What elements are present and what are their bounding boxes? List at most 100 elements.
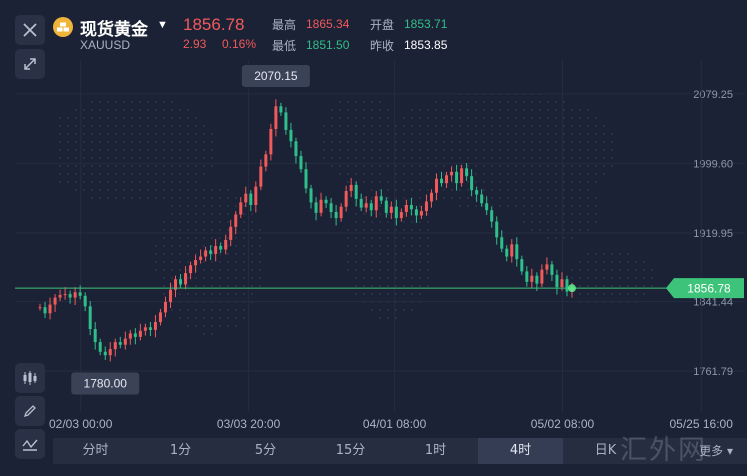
pen-icon[interactable] [15,396,45,426]
candle [465,168,469,177]
timeframe-bar: 分时 1分 5分 15分 1时 4时 日K 更多 ▾ [53,438,747,464]
candle [545,264,549,270]
candle [103,351,107,356]
candle [184,273,188,285]
y-axis-tick-label: 1999.60 [693,158,733,170]
candle [535,275,539,284]
timeframe-tab-1[interactable]: 1分 [169,443,192,458]
candle [53,297,57,305]
candle [344,191,348,207]
timeframe-tab-4[interactable]: 1时 [424,443,447,458]
candle [209,250,213,254]
prev-close-value: 1853.85 [404,38,448,52]
candle [339,206,343,219]
candle [274,106,278,130]
low-label: 最低 [272,39,297,53]
x-axis-tick-label: 05/25 16:00 [669,417,733,431]
candle [394,206,398,219]
more-menu[interactable]: 更多 ▾ [699,444,733,458]
candle [123,338,127,345]
close-icon[interactable] [15,15,45,45]
prev-close-label: 昨收 [370,39,395,53]
caret-down-icon[interactable]: ▼ [157,19,168,31]
candle [485,203,489,211]
candle [455,171,459,184]
y-axis-tick-label: 1761.79 [693,366,733,378]
y-axis-tick-label: 1841.44 [693,297,733,309]
caret-down-icon: ▾ [726,444,733,458]
candlestick-icon[interactable] [15,363,45,393]
candle [384,200,388,213]
x-axis-tick-label: 04/01 08:00 [363,417,427,431]
timeframe-tab-0[interactable]: 分时 [82,443,109,458]
candle [555,274,559,288]
candle [424,201,428,212]
candle [68,294,72,298]
candle [239,202,243,215]
candle [470,176,474,191]
candle [88,306,92,330]
candle [249,193,253,205]
candle [294,141,298,157]
timeframe-tab-5[interactable]: 4时 [478,438,563,464]
candle [354,184,358,199]
candle [73,292,77,298]
candle [179,279,183,285]
min-price-tag [71,372,140,395]
candle [389,206,393,213]
candle [224,239,228,250]
candle [58,294,62,298]
candle [314,202,318,213]
high-label: 最高 [272,18,297,32]
candle [515,244,519,260]
timeframe-tab-3[interactable]: 15分 [335,443,366,458]
candle [199,256,203,261]
gold-coin-icon [53,17,73,37]
price-change: 2.93 [183,37,207,51]
candle [264,154,268,167]
candle [429,192,433,202]
quote-header: 现货黄金 ▼ XAUUSD 1856.78 2.93 0.16% 最高 1865… [0,0,747,79]
y-axis-tick-label: 2079.25 [693,89,733,101]
candle [38,307,42,309]
candle [98,342,102,352]
candle [319,199,323,213]
max-price-label: 2070.15 [254,69,298,83]
candle [158,312,162,323]
timeframe-tab-2[interactable]: 5分 [254,443,277,458]
low-value: 1851.50 [306,38,350,52]
candle [128,333,132,339]
candle [379,196,383,201]
candle [480,194,484,204]
candle [48,304,52,314]
candle [505,248,509,257]
candle [168,289,172,302]
candle [565,279,569,292]
watermark: 汇外网 [620,435,707,466]
indicator-icon[interactable] [15,429,45,459]
candle [254,186,258,205]
instrument-title[interactable]: 现货黄金 [80,20,148,40]
candle [163,301,167,313]
candle [259,166,263,187]
candle [399,211,403,219]
candle [530,275,534,282]
candle [153,322,157,330]
instrument-symbol: XAUUSD [80,38,131,52]
candle [289,129,293,142]
x-axis-tick-label: 03/03 20:00 [217,417,281,431]
candle [434,178,438,193]
candle [214,246,218,254]
timeframe-tab-6[interactable]: 日K [594,443,617,458]
candle [560,279,564,288]
expand-icon[interactable] [15,49,45,79]
last-price: 1856.78 [183,15,245,34]
candle [194,260,198,266]
candle [359,198,363,208]
candle [500,237,504,249]
candle [540,269,544,284]
price-change-percent: 0.16% [222,37,257,51]
candle [404,204,408,212]
